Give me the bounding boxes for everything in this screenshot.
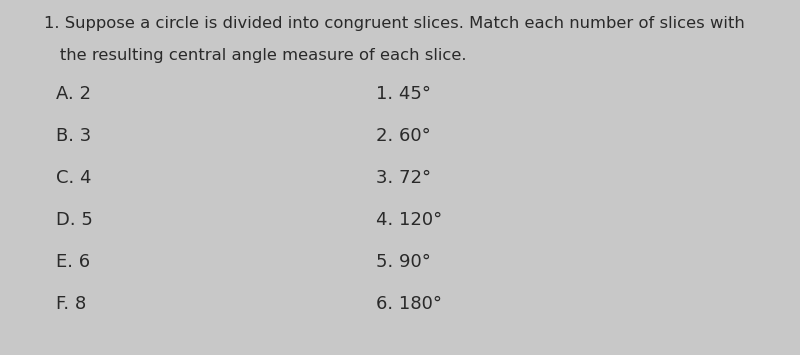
Text: E. 6: E. 6 [56, 253, 90, 271]
Text: 1. 45°: 1. 45° [376, 85, 431, 103]
Text: F. 8: F. 8 [56, 295, 86, 312]
Text: 6. 180°: 6. 180° [376, 295, 442, 312]
Text: 4. 120°: 4. 120° [376, 211, 442, 229]
Text: 3. 72°: 3. 72° [376, 169, 431, 187]
Text: A. 2: A. 2 [56, 85, 91, 103]
Text: D. 5: D. 5 [56, 211, 93, 229]
Text: 5. 90°: 5. 90° [376, 253, 431, 271]
Text: 2. 60°: 2. 60° [376, 127, 430, 145]
Text: the resulting central angle measure of each slice.: the resulting central angle measure of e… [44, 48, 466, 63]
Text: C. 4: C. 4 [56, 169, 91, 187]
Text: B. 3: B. 3 [56, 127, 91, 145]
Text: 1. Suppose a circle is divided into congruent slices. Match each number of slice: 1. Suppose a circle is divided into cong… [44, 16, 745, 31]
